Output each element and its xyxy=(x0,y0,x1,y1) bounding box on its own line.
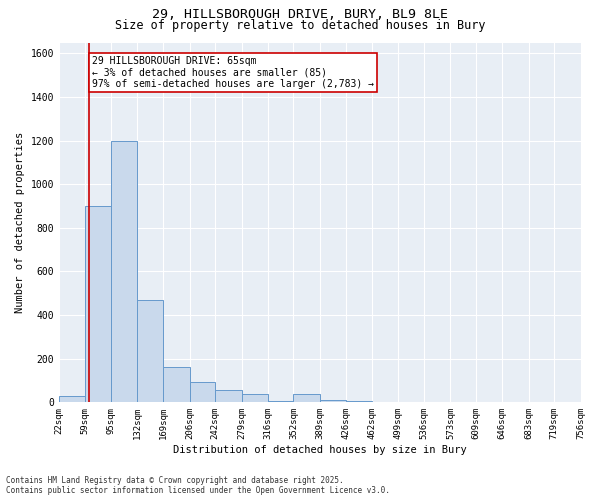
Bar xyxy=(293,394,320,402)
Bar xyxy=(111,140,137,402)
Text: Contains HM Land Registry data © Crown copyright and database right 2025.
Contai: Contains HM Land Registry data © Crown c… xyxy=(6,476,390,495)
Bar xyxy=(59,396,85,402)
Bar xyxy=(137,300,163,402)
Bar xyxy=(242,394,268,402)
Text: Size of property relative to detached houses in Bury: Size of property relative to detached ho… xyxy=(115,18,485,32)
Bar xyxy=(268,401,293,402)
X-axis label: Distribution of detached houses by size in Bury: Distribution of detached houses by size … xyxy=(173,445,467,455)
Text: 29 HILLSBOROUGH DRIVE: 65sqm
← 3% of detached houses are smaller (85)
97% of sem: 29 HILLSBOROUGH DRIVE: 65sqm ← 3% of det… xyxy=(92,56,374,89)
Bar xyxy=(85,206,111,402)
Bar xyxy=(163,368,190,402)
Bar xyxy=(320,400,346,402)
Bar xyxy=(346,401,371,402)
Bar xyxy=(215,390,242,402)
Y-axis label: Number of detached properties: Number of detached properties xyxy=(15,132,25,313)
Bar xyxy=(190,382,215,402)
Text: 29, HILLSBOROUGH DRIVE, BURY, BL9 8LE: 29, HILLSBOROUGH DRIVE, BURY, BL9 8LE xyxy=(152,8,448,20)
